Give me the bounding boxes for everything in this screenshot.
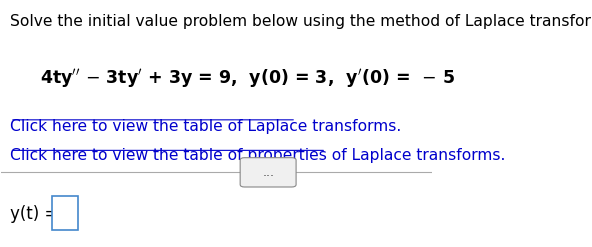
Text: y(t) =: y(t) =: [10, 205, 59, 223]
FancyBboxPatch shape: [52, 196, 78, 230]
Text: Click here to view the table of Laplace transforms.: Click here to view the table of Laplace …: [10, 119, 401, 134]
Text: 4ty$''$ $-$ 3ty$'$ + 3y = 9,  y(0) = 3,  y$'$(0) =  $-$ 5: 4ty$''$ $-$ 3ty$'$ + 3y = 9, y(0) = 3, y…: [40, 67, 455, 90]
Text: Solve the initial value problem below using the method of Laplace transforms.: Solve the initial value problem below us…: [10, 14, 592, 29]
FancyBboxPatch shape: [240, 158, 296, 187]
Text: ...: ...: [262, 166, 274, 179]
Text: Click here to view the table of properties of Laplace transforms.: Click here to view the table of properti…: [10, 148, 506, 163]
